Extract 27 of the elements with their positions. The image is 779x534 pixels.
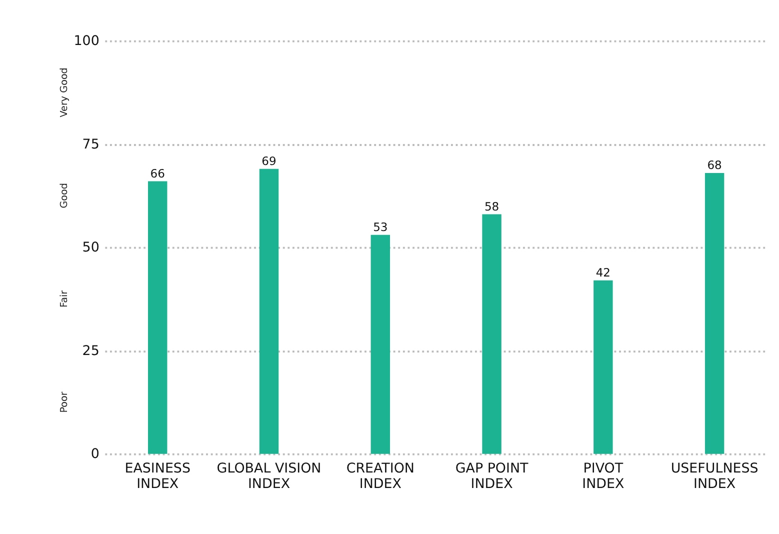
data-label: 66: [150, 166, 165, 180]
y-tick-label: 75: [82, 137, 100, 152]
bar: [259, 168, 279, 454]
bar: [148, 181, 168, 454]
text: Poor: [59, 392, 70, 413]
x-tick-label: PIVOT INDEX: [582, 462, 624, 492]
data-label: 58: [484, 199, 500, 214]
bar: [482, 214, 502, 454]
y-tick-label: 100: [74, 34, 100, 50]
bar: [370, 234, 390, 454]
x-tick-label: GAP POINT INDEX: [455, 462, 530, 492]
bar: [594, 280, 613, 454]
data-label: 69: [262, 154, 276, 168]
data-label: 53: [373, 220, 388, 234]
x-tick-label: USEFULNESS INDEX: [670, 462, 758, 492]
bar: [704, 172, 724, 454]
data-label: 42: [596, 266, 610, 280]
text: Good: [59, 183, 70, 208]
x-tick-label: CREATION INDEX: [346, 462, 414, 492]
data-label: 68: [707, 158, 722, 172]
y-tick-label: 25: [82, 344, 100, 359]
y-tick-label: 50: [82, 240, 100, 256]
text: Fair: [59, 290, 70, 308]
x-tick-label: GLOBAL VISION INDEX: [216, 462, 322, 492]
x-tick-label: EASINESS INDEX: [124, 462, 190, 492]
text: Very Good: [59, 68, 70, 118]
y-tick-label: 0: [90, 447, 100, 462]
